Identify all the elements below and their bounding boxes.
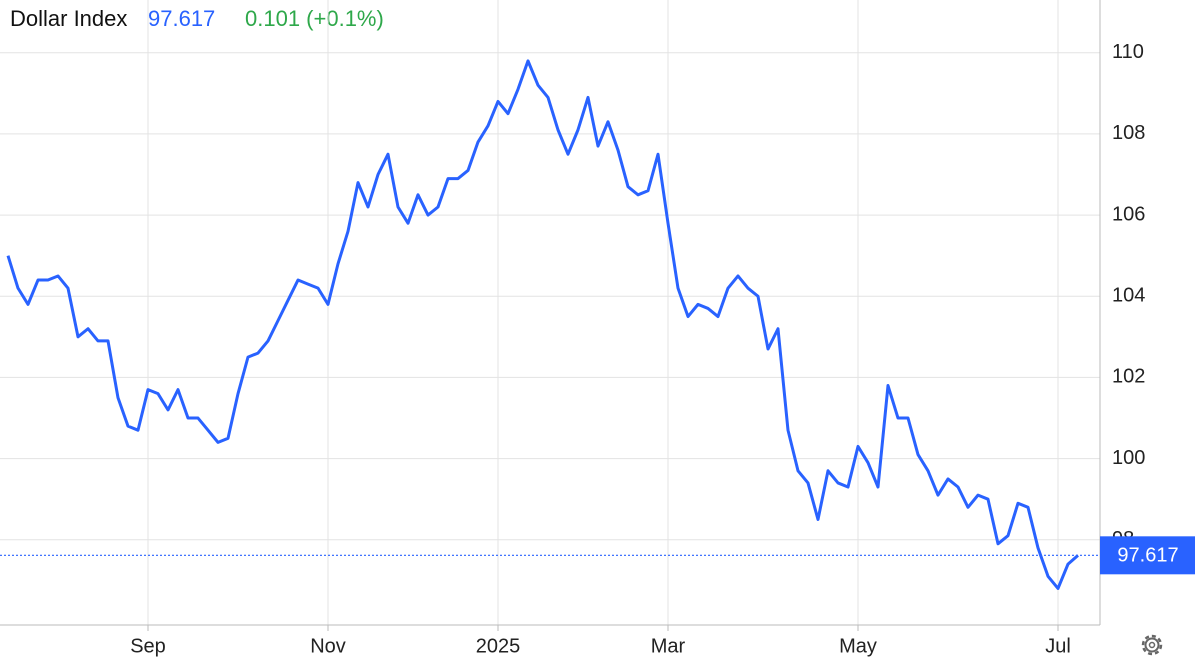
gear-hole (1148, 641, 1156, 649)
price-change: 0.101 (+0.1%) (245, 6, 384, 31)
gear-body (1144, 637, 1160, 653)
y-tick-label: 102 (1112, 366, 1145, 388)
last-price: 97.617 (148, 6, 215, 31)
last-value-label: 97.617 (1117, 545, 1178, 567)
gear-teeth (1141, 634, 1163, 656)
last-value-tag (1100, 536, 1195, 575)
x-tick-label: Nov (310, 635, 346, 657)
x-tick-label: May (839, 635, 877, 657)
y-tick-label: 106 (1112, 203, 1145, 225)
x-tick-label: Sep (130, 635, 166, 657)
price-line (6, 59, 1079, 590)
chart-title: Dollar Index (10, 6, 127, 31)
x-tick-label: 2025 (476, 635, 521, 657)
settings-icon[interactable] (1141, 634, 1163, 656)
y-tick-label: 110 (1112, 41, 1144, 63)
y-tick-label: 100 (1112, 447, 1145, 469)
y-tick-label: 108 (1112, 122, 1145, 144)
x-tick-label: Mar (651, 635, 686, 657)
y-tick-label: 104 (1112, 285, 1145, 307)
x-tick-label: Jul (1045, 635, 1071, 657)
